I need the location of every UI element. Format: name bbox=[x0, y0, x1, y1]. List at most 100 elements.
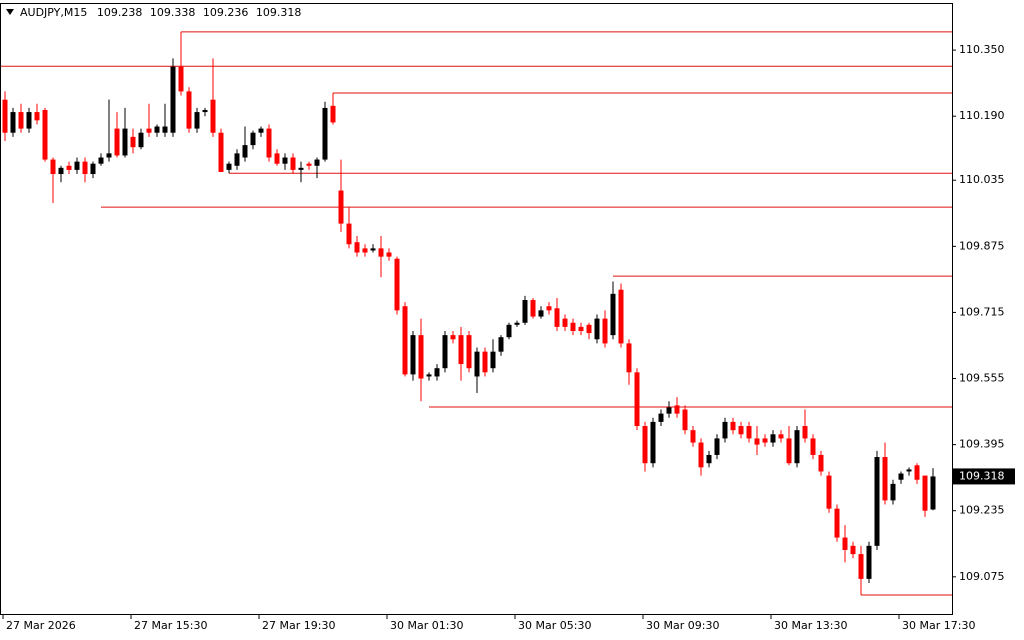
candle-body bbox=[74, 161, 80, 170]
candle-body bbox=[818, 454, 824, 472]
candle-body bbox=[194, 112, 200, 129]
candle-body bbox=[690, 430, 696, 443]
candle-body bbox=[794, 430, 800, 464]
y-tick-label: 110.190 bbox=[959, 109, 1005, 122]
candle-body bbox=[458, 335, 464, 365]
candle-body bbox=[770, 434, 776, 443]
candle-body bbox=[674, 405, 680, 414]
candle-body bbox=[858, 554, 864, 579]
y-tick-label: 109.235 bbox=[959, 504, 1005, 517]
menu-arrow[interactable] bbox=[6, 9, 14, 15]
close: 109.318 bbox=[256, 6, 302, 19]
candle-body bbox=[570, 322, 576, 332]
candle-body bbox=[402, 306, 408, 375]
y-tick-label: 109.555 bbox=[959, 372, 1005, 385]
candle-body bbox=[298, 167, 304, 170]
candle-body bbox=[850, 545, 856, 555]
candle-body bbox=[282, 157, 288, 164]
candle-body bbox=[762, 438, 768, 443]
candle-body bbox=[610, 293, 616, 336]
x-tick-label: 30 Mar 01:30 bbox=[390, 619, 463, 632]
candle-body bbox=[890, 483, 896, 501]
candle-body bbox=[866, 545, 872, 579]
price-marker bbox=[953, 468, 1015, 485]
candle-body bbox=[330, 105, 336, 123]
candle-body bbox=[722, 421, 728, 439]
y-tick-label: 109.075 bbox=[959, 570, 1005, 583]
candle-body bbox=[2, 99, 8, 133]
candle-body bbox=[386, 252, 392, 257]
header: AUDJPY,M15 109.238 109.338 109.236 109.3… bbox=[20, 6, 301, 19]
x-tick-label: 30 Mar 09:30 bbox=[646, 619, 719, 632]
candle-body bbox=[170, 66, 176, 133]
candle-body bbox=[466, 335, 472, 369]
candle-body bbox=[258, 128, 264, 133]
candle-body bbox=[474, 351, 480, 377]
candle-body bbox=[786, 438, 792, 464]
candle-body bbox=[578, 326, 584, 332]
candle-body bbox=[778, 434, 784, 439]
candle-body bbox=[378, 248, 384, 257]
candle-body bbox=[626, 343, 632, 373]
y-tick-label: 109.875 bbox=[959, 239, 1005, 252]
candle-body bbox=[546, 306, 552, 311]
high: 109.338 bbox=[150, 6, 196, 19]
candle-body bbox=[874, 457, 880, 546]
candle-body bbox=[834, 508, 840, 538]
candle-body bbox=[882, 457, 888, 501]
candle-body bbox=[714, 438, 720, 455]
candle-body bbox=[642, 426, 648, 464]
candle-body bbox=[530, 300, 536, 317]
candle-body bbox=[322, 107, 328, 160]
candle-body bbox=[138, 132, 144, 148]
candle-body bbox=[18, 112, 24, 129]
candle-body bbox=[514, 322, 520, 325]
open: 109.238 bbox=[97, 6, 143, 19]
candle-body bbox=[634, 372, 640, 427]
y-tick-label: 110.035 bbox=[959, 173, 1005, 186]
candle-body bbox=[82, 161, 88, 175]
x-tick-label: 27 Mar 15:30 bbox=[134, 619, 207, 632]
candle-body bbox=[226, 163, 232, 170]
candle-body bbox=[618, 289, 624, 344]
candle-body bbox=[730, 421, 736, 431]
x-tick-label: 27 Mar 2026 bbox=[6, 619, 76, 632]
y-tick-label: 110.350 bbox=[959, 43, 1005, 56]
candle-body bbox=[522, 300, 528, 323]
candle-body bbox=[906, 469, 912, 472]
candle-body bbox=[90, 163, 96, 175]
candle-body bbox=[234, 153, 240, 166]
candle-body bbox=[202, 109, 208, 113]
candle-body bbox=[98, 157, 104, 164]
candle-body bbox=[34, 112, 40, 121]
candle-body bbox=[698, 442, 704, 468]
candle-body bbox=[306, 163, 312, 166]
plot-frame bbox=[0, 3, 953, 615]
candle-body bbox=[130, 136, 136, 148]
candle-body bbox=[498, 337, 504, 352]
candle-body bbox=[122, 128, 128, 156]
x-tick-label: 30 Mar 05:30 bbox=[518, 619, 591, 632]
candle-body bbox=[210, 99, 216, 133]
candle-body bbox=[594, 318, 600, 340]
candle-body bbox=[10, 112, 16, 133]
candle-body bbox=[434, 368, 440, 377]
candle-body bbox=[26, 112, 32, 129]
candle-body bbox=[346, 223, 352, 245]
candle-body bbox=[586, 324, 592, 334]
candle-body bbox=[706, 454, 712, 464]
price-marker-label: 109.318 bbox=[959, 469, 1005, 482]
candle-body bbox=[602, 318, 608, 344]
candle-body bbox=[826, 475, 832, 509]
x-tick-label: 30 Mar 13:30 bbox=[774, 619, 847, 632]
candle-body bbox=[490, 351, 496, 369]
candle-body bbox=[842, 537, 848, 550]
candle-body bbox=[442, 335, 448, 369]
x-tick-label: 27 Mar 19:30 bbox=[262, 619, 335, 632]
candle-body bbox=[746, 426, 752, 439]
candle-body bbox=[482, 351, 488, 373]
candle-body bbox=[922, 475, 928, 511]
candle-body bbox=[810, 438, 816, 455]
